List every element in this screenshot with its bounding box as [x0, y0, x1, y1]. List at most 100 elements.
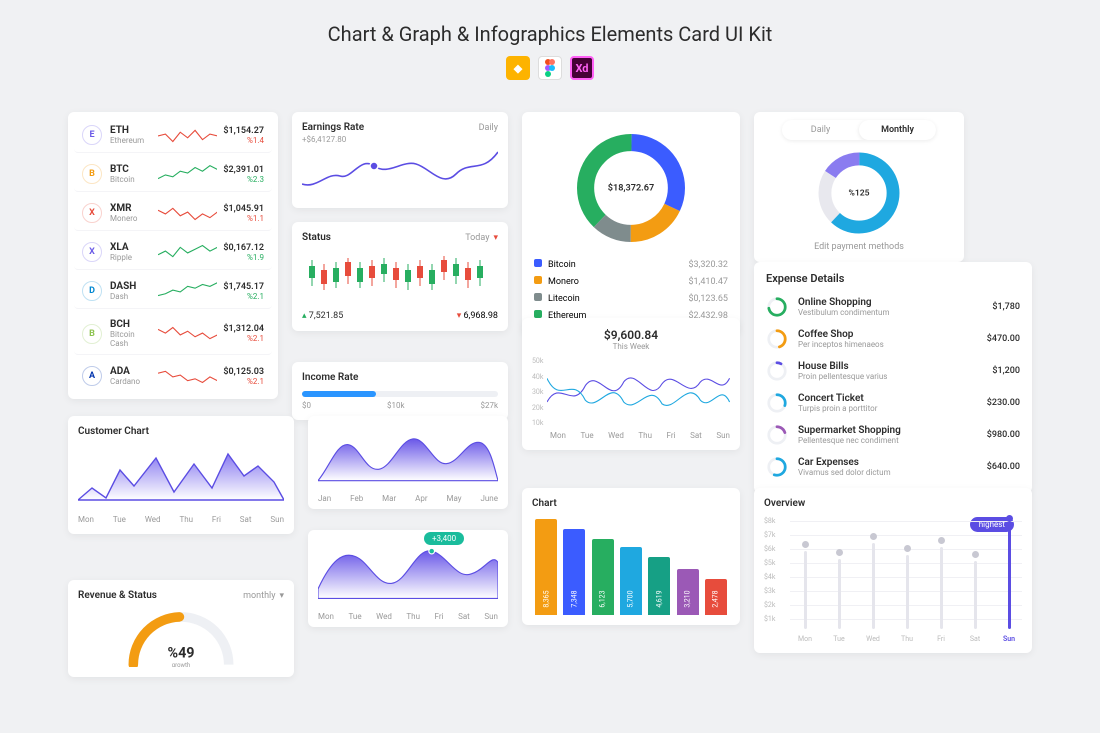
svg-text:growth: growth [172, 662, 190, 667]
portfolio-donut-chart: $18,372.67 [571, 128, 691, 248]
income-max: $27k [480, 401, 498, 410]
crypto-list-card: E ETHEthereum $1,154.27 %1.4 B BTCBitcoi… [68, 112, 278, 399]
area-months: JanFebMarAprMayJune [318, 494, 498, 503]
xd-icon: Xd [570, 56, 594, 80]
crypto-info: DASHDash [110, 281, 152, 301]
earnings-amount: +$6,4127.80 [302, 135, 498, 144]
crypto-row-dash[interactable]: D DASHDash $1,745.17 %2.1 [74, 274, 272, 309]
crypto-row-bch[interactable]: B BCHBitcoin Cash $1,312.04 %2.1 [74, 313, 272, 355]
bar: 3,210 [677, 569, 699, 615]
expense-row[interactable]: Online ShoppingVestibulum condimentum $1… [766, 291, 1020, 323]
crypto-sparkline [158, 124, 217, 146]
barchart-bars: 8,3657,3486,1235,7004,6193,2102,478 [532, 515, 730, 615]
bar: 5,700 [620, 547, 642, 615]
customer-days: MonTueWedThuFriSatSun [78, 515, 284, 524]
wave-card: +3,400 MonTueWedThuFriSatSun [308, 530, 508, 627]
crypto-row-eth[interactable]: E ETHEthereum $1,154.27 %1.4 [74, 118, 272, 153]
expense-list: Online ShoppingVestibulum condimentum $1… [766, 291, 1020, 483]
crypto-info: ADACardano [110, 366, 152, 386]
expense-ring-icon [766, 424, 788, 446]
crypto-sparkline [158, 241, 217, 263]
crypto-row-btc[interactable]: B BTCBitcoin $2,391.01 %2.3 [74, 157, 272, 192]
candlestick-chart [302, 243, 498, 303]
crypto-info: BCHBitcoin Cash [110, 319, 152, 348]
crypto-sparkline [158, 280, 217, 302]
crypto-icon: D [82, 281, 102, 301]
crypto-values: $1,154.27 %1.4 [223, 126, 264, 145]
revenue-gauge: %49 growth [111, 605, 251, 667]
expense-row[interactable]: Supermarket ShoppingPellentesque nec con… [766, 419, 1020, 451]
thisweek-days: MonTueWedThuFriSatSun [532, 431, 730, 440]
crypto-row-ada[interactable]: A ADACardano $0,125.03 %2.1 [74, 359, 272, 393]
revenue-period-dropdown[interactable]: monthly [243, 591, 284, 601]
earnings-period[interactable]: Daily [479, 123, 498, 133]
crypto-sparkline [158, 365, 217, 387]
income-card: Income Rate $0 $10k $27k [292, 362, 508, 420]
expense-row[interactable]: House BillsProin pellentesque varius $1,… [766, 355, 1020, 387]
crypto-values: $1,312.04 %2.1 [223, 324, 264, 343]
area-peaks-card: JanFebMarAprMayJune [308, 416, 508, 509]
expense-ring-icon [766, 456, 788, 478]
crypto-values: $0,167.12 %1.9 [223, 243, 264, 262]
crypto-values: $0,125.03 %2.1 [223, 367, 264, 386]
bar: 6,123 [592, 539, 614, 615]
thisweek-card: $9,600.84 This Week 50k40k30k20k10k MonT… [522, 318, 740, 450]
tool-icons-row: ◆ Xd [0, 56, 1100, 80]
expense-title: Expense Details [766, 272, 1020, 285]
wave-tooltip: +3,400 [424, 532, 464, 545]
expense-row[interactable]: Car ExpensesVivamus sed dolor dictum $64… [766, 451, 1020, 483]
area-peaks-chart [318, 426, 498, 486]
earnings-card: Earnings Rate Daily +$6,4127.80 [292, 112, 508, 208]
crypto-icon: E [82, 125, 102, 145]
overview-card: Overview highest $8k$7k$6k$5k$4k$3k$2k$1… [754, 488, 1032, 653]
portfolio-donut-card: $18,372.67 Bitcoin$3,320.32Monero$1,410.… [522, 112, 740, 334]
expense-ring-icon [766, 328, 788, 350]
revenue-title: Revenue & Status [78, 590, 157, 601]
expense-row[interactable]: Concert TicketTurpis proin a porttitor $… [766, 387, 1020, 419]
figma-icon [538, 56, 562, 80]
page-title: Chart & Graph & Infographics Elements Ca… [0, 0, 1100, 46]
customer-card: Customer Chart MonTueWedThuFriSatSun [68, 416, 294, 534]
crypto-sparkline [158, 323, 217, 345]
status-period-dropdown[interactable]: Today [465, 233, 498, 243]
barchart-card: Chart 8,3657,3486,1235,7004,6193,2102,47… [522, 488, 740, 625]
crypto-sparkline [158, 202, 217, 224]
svg-text:%49: %49 [168, 645, 195, 661]
donut-center-value: $18,372.67 [608, 182, 654, 193]
crypto-row-xmr[interactable]: X XMRMonero $1,045.91 %1.1 [74, 196, 272, 231]
payment-tab-monthly[interactable]: Monthly [859, 120, 936, 140]
thisweek-sub: This Week [532, 342, 730, 351]
crypto-info: ETHEthereum [110, 125, 152, 145]
payment-tab-daily[interactable]: Daily [782, 120, 859, 140]
legend-row: Monero$1,410.47 [532, 273, 730, 290]
overview-title: Overview [764, 498, 1022, 509]
status-high: ▾ 6,968.98 [457, 311, 498, 321]
legend-row: Bitcoin$3,320.32 [532, 256, 730, 273]
crypto-icon: X [82, 242, 102, 262]
customer-area-chart [78, 437, 284, 507]
crypto-icon: B [82, 164, 102, 184]
customer-title: Customer Chart [78, 426, 284, 437]
legend-row: Litecoin$0,123.65 [532, 290, 730, 307]
payment-card: Daily Monthly %125 Edit payment methods [754, 112, 964, 262]
wave-days: MonTueWedThuFriSatSun [318, 612, 498, 621]
crypto-values: $1,745.17 %2.1 [223, 282, 264, 301]
earnings-title: Earnings Rate [302, 122, 364, 133]
payment-footer-link[interactable]: Edit payment methods [764, 242, 954, 252]
income-progress-track [302, 391, 498, 397]
status-low: ▴ 7,521.85 [302, 311, 343, 321]
payment-donut-chart: %125 [814, 148, 904, 238]
bar: 4,619 [648, 557, 670, 615]
payment-period-toggle[interactable]: Daily Monthly [782, 120, 936, 140]
crypto-values: $2,391.01 %2.3 [223, 165, 264, 184]
bar: 8,365 [535, 519, 557, 615]
crypto-row-xla[interactable]: X XLARipple $0,167.12 %1.9 [74, 235, 272, 270]
overview-chart: highest $8k$7k$6k$5k$4k$3k$2k$1k MonTueW… [764, 513, 1022, 643]
income-mid: $10k [387, 401, 405, 410]
thisweek-ylabels: 50k40k30k20k10k [532, 357, 547, 427]
expense-ring-icon [766, 360, 788, 382]
crypto-icon: X [82, 203, 102, 223]
expense-row[interactable]: Coffee ShopPer inceptos himenaeos $470.0… [766, 323, 1020, 355]
crypto-info: XLARipple [110, 242, 152, 262]
expense-ring-icon [766, 392, 788, 414]
